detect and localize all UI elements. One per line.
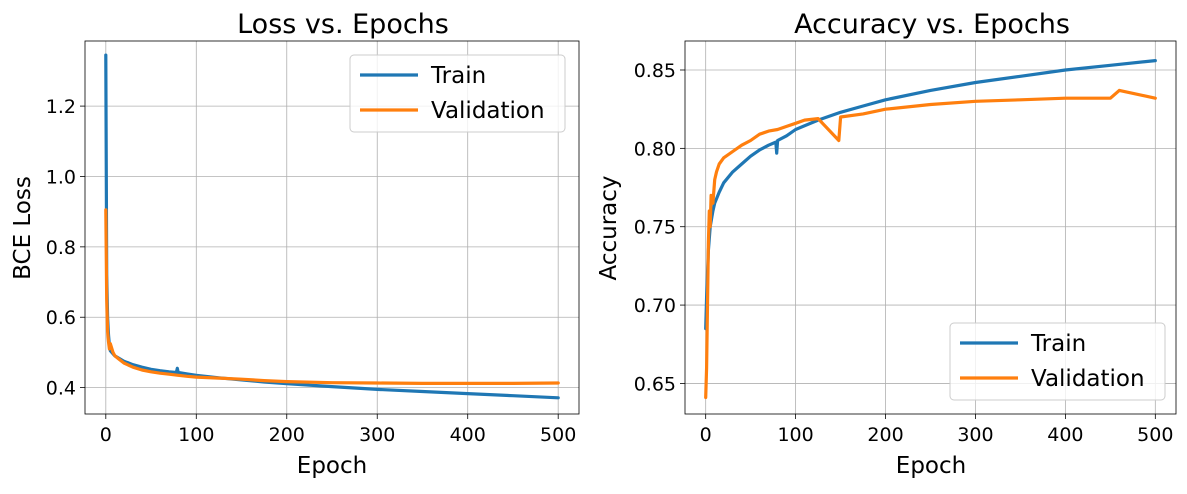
accuracy-x-tick-label: 500 — [1137, 424, 1173, 446]
accuracy-x-tick-label: 400 — [1047, 424, 1083, 446]
loss-x-tick-label: 300 — [359, 424, 395, 446]
loss-x-tick-label: 200 — [269, 424, 305, 446]
loss-validation-line — [104, 208, 560, 385]
loss-x-tick-label: 500 — [540, 424, 576, 446]
accuracy-y-tick-label: 0.65 — [634, 373, 676, 395]
loss-y-tick-label: 1.0 — [46, 166, 76, 188]
accuracy-chart-title: Accuracy vs. Epochs — [794, 9, 1070, 40]
loss-axes-frame — [84, 40, 580, 415]
loss-y-tick-label: 0.6 — [46, 307, 76, 329]
accuracy-chart: Accuracy vs. Epochs 0 100 200 300 400 500 0.65… — [596, 9, 1177, 479]
loss-y-tick-label: 0.8 — [46, 237, 76, 259]
accuracy-y-tick-label: 0.75 — [634, 217, 676, 239]
accuracy-y-tick-label: 0.85 — [634, 60, 676, 82]
accuracy-legend-train-label: Train — [1030, 331, 1086, 357]
accuracy-y-tick-label: 0.80 — [634, 138, 676, 160]
accuracy-plot-area: 0 100 200 300 400 500 0.65 0.70 0.75 0.80 0.85 — [634, 40, 1177, 446]
accuracy-x-tick-label: 100 — [777, 424, 813, 446]
loss-chart: Loss vs. Epochs 0 100 200 300 400 500 0.4 0.6 0.… — [10, 9, 580, 479]
accuracy-x-tick-label: 0 — [700, 424, 712, 446]
accuracy-axes-frame — [684, 40, 1177, 415]
accuracy-legend-validation-label: Validation — [1031, 366, 1145, 392]
accuracy-train-line — [704, 59, 1157, 331]
loss-y-tick-label: 1.2 — [46, 96, 76, 118]
loss-x-tick-label: 100 — [178, 424, 214, 446]
accuracy-y-tick-label: 0.70 — [634, 295, 676, 317]
loss-x-tick-label: 0 — [100, 424, 112, 446]
loss-y-axis-label: BCE Loss — [10, 176, 36, 280]
accuracy-validation-line — [704, 88, 1157, 400]
accuracy-x-tick-label: 300 — [957, 424, 993, 446]
loss-chart-title: Loss vs. Epochs — [237, 9, 449, 40]
loss-y-tick-label: 0.4 — [46, 378, 76, 400]
accuracy-x-axis-label: Epoch — [896, 453, 966, 479]
accuracy-x-tick-label: 200 — [867, 424, 903, 446]
loss-x-axis-label: Epoch — [297, 453, 367, 479]
loss-legend-train-label: Train — [430, 63, 486, 89]
loss-legend: Train Validation — [349, 54, 566, 133]
accuracy-legend: Train Validation — [949, 322, 1166, 401]
loss-x-tick-label: 400 — [450, 424, 486, 446]
loss-legend-validation-label: Validation — [431, 98, 545, 124]
accuracy-y-axis-label: Accuracy — [596, 175, 622, 280]
